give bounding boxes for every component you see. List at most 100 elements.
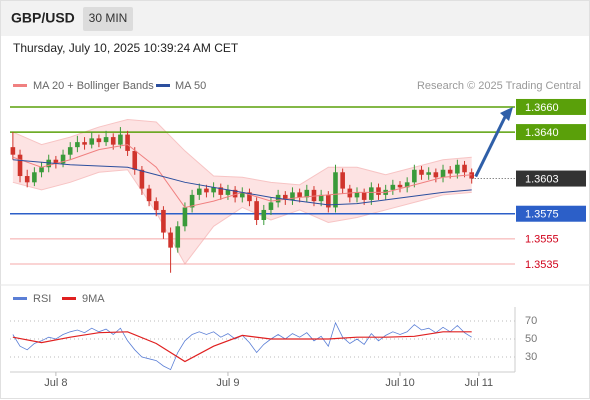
candle-body [211,187,216,193]
candle-body [404,182,410,188]
x-tick-label: Jul 10 [385,377,414,389]
symbol: GBP/USD [11,10,75,26]
candle-body [376,187,381,195]
level-label: 1.3555 [525,234,559,246]
level-box [516,124,586,141]
candle-body [318,194,324,202]
candle-body [153,201,159,210]
candle-body [89,138,95,145]
legend-swatch [156,84,170,87]
projection-arrow [474,114,508,178]
candle-body [304,189,310,198]
candle-body [469,172,475,179]
candle-body [455,164,460,174]
candle-body [139,169,145,189]
x-tick-label: Jul 11 [465,377,494,389]
y-tick-label: 30 [525,351,537,363]
candle-body [218,187,224,195]
candle-body [75,142,80,148]
x-tick-label: Jul 8 [44,377,67,389]
candle-body [24,176,30,183]
candle-body [340,172,345,189]
candle-body [239,192,245,198]
indicator-line [12,331,472,363]
indicator-line [12,321,472,371]
candle-body [132,150,138,170]
candle-body [168,232,173,248]
candle-body [110,137,116,145]
candle-body [354,192,360,198]
y-tick-label: 50 [525,333,537,345]
level-label: 1.3640 [525,127,559,139]
candle-body [426,172,431,175]
arrow-head [500,106,513,121]
candle-body [283,194,288,200]
candle-body [10,147,16,155]
candle-body [189,194,195,208]
candle-body [369,187,374,200]
candle-body [433,172,439,178]
candle-body [39,167,44,173]
legend-swatch [62,297,76,300]
candle-body [440,169,446,178]
candle-body [254,201,259,220]
level-label: 1.3660 [525,102,559,114]
candle-body [103,137,109,143]
legend-swatch [13,297,27,300]
current-price-label: 1.3603 [525,173,559,185]
level-box [516,205,586,222]
timeframe: 30 MIN [89,11,128,25]
candle-body [175,226,181,248]
candle-body [60,154,66,164]
candle-body [196,188,202,195]
bollinger-lower [12,169,472,265]
candle-body [419,169,424,175]
candle-body [82,142,87,145]
candle-body [390,184,396,190]
x-tick-label: Jul 9 [216,377,239,389]
candle-body [447,169,453,174]
candle-body [297,192,302,198]
candle-body [333,172,338,208]
candle-body [182,207,188,227]
candle-body [161,209,166,233]
candle-body [290,192,295,200]
ma-line [12,159,472,206]
candle-body [204,188,209,193]
candle-body [326,194,331,208]
bollinger-upper [12,119,472,186]
candle-body [53,159,59,164]
source: Research © 2025 Trading Central [417,80,581,92]
candle-body [17,154,23,177]
candle-body [118,134,123,145]
candle-body [361,192,367,200]
current-price-box [516,170,586,187]
candle-body [32,172,37,183]
level-label: 1.3575 [525,209,559,221]
candle-body [46,159,52,168]
candle-body [311,189,317,202]
candle-body [96,138,102,143]
candle-body [125,134,130,151]
level-label: 1.3535 [525,259,559,271]
candle-body [268,202,274,210]
legend-label: RSI [33,293,51,305]
candle-body [412,169,417,183]
candle-body [67,147,73,155]
legend-label: MA 50 [175,80,206,92]
candle-body [247,192,252,202]
candle-body [146,188,152,202]
candle-body [232,189,238,198]
candle-body [261,209,267,220]
timeframe-box [83,7,133,31]
candle-body [397,184,403,188]
legend-label: MA 20 + Bollinger Bands [33,80,154,92]
legend-label: 9MA [82,293,105,305]
y-tick-label: 70 [525,315,537,327]
candle-body [462,164,467,173]
level-box [516,98,586,115]
legend-swatch [13,84,27,87]
datetime: Thursday, July 10, 2025 10:39:24 AM CET [13,41,239,55]
candle-body [225,189,231,195]
